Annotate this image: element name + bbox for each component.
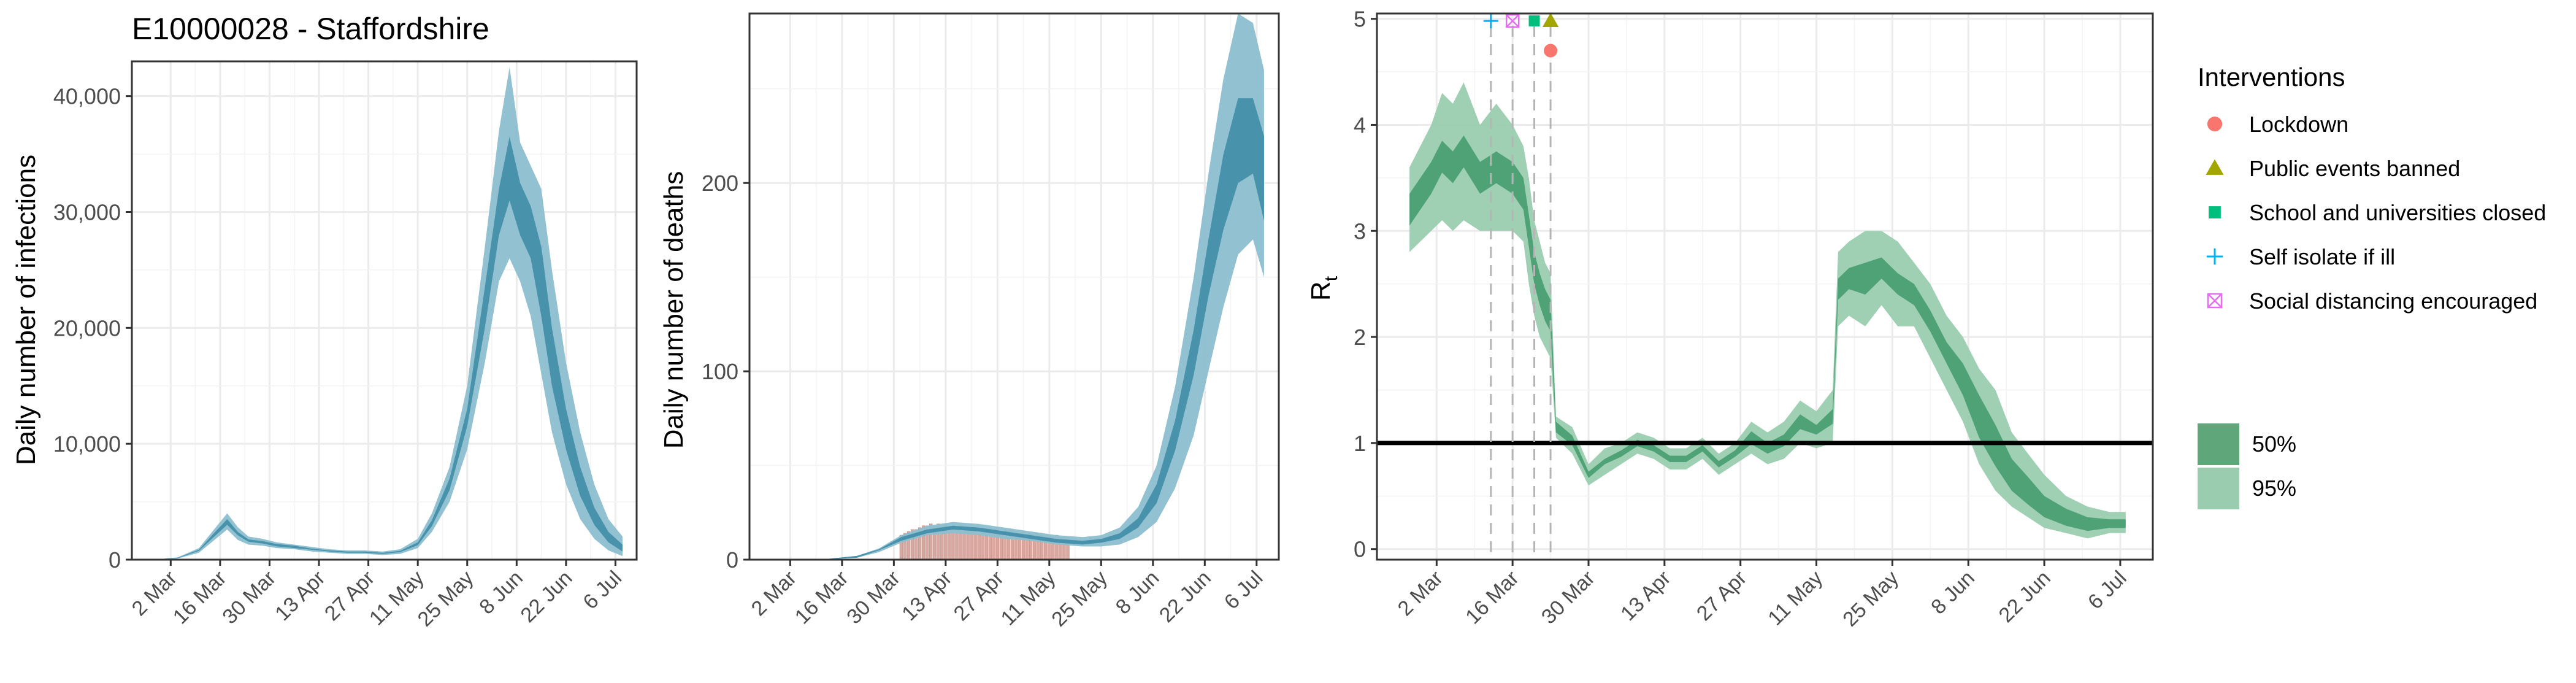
rt-x-tick-label: 30 Mar — [1537, 566, 1600, 629]
legend-marker-boxed-x — [2207, 293, 2223, 309]
legend: Interventions Lockdown Public events bann… — [2198, 63, 2546, 509]
rt-panel: 0 1 2 3 4 5 2 Mar 16 Mar 30 Mar 13 Apr 27 Apr 11 Ma… — [1354, 7, 2154, 631]
infections-x-tick-label: 25 May — [413, 566, 478, 631]
rt-x-tick-label: 16 Mar — [1461, 566, 1524, 629]
infections-x-tick-label: 16 Mar — [169, 566, 231, 629]
infections-y-tick-label: 0 — [109, 547, 121, 573]
infections-x-tick-label: 22 Jun — [516, 566, 577, 627]
rt-x-tick-label: 8 Jun — [1926, 566, 1979, 619]
rt-y-tick-label: 0 — [1354, 537, 1366, 562]
rt-y-tick-label: 5 — [1354, 7, 1366, 32]
rt-panel-border — [1376, 12, 2154, 561]
rt-y-tick-label: 4 — [1354, 112, 1366, 137]
intervention-marker-circle — [1544, 44, 1558, 58]
legend-band-label: 50% — [2252, 431, 2296, 457]
legend-marker-square — [2209, 206, 2221, 218]
rt-x-tick-label: 2 Mar — [1393, 566, 1447, 620]
deaths-x-tick-label: 6 Jul — [1220, 566, 1268, 614]
rt-y-tick-label: 3 — [1354, 218, 1366, 244]
rt-y-tick-label: 1 — [1354, 431, 1366, 456]
rt-x-tick-label: 22 Jun — [1995, 566, 2055, 627]
infections-y-tick-label: 40,000 — [53, 84, 121, 109]
infections-y-tick-label: 10,000 — [53, 431, 121, 457]
deaths-plot-background — [749, 14, 1279, 560]
deaths-x-tick-label: 30 Mar — [842, 566, 905, 629]
intervention-marker-square — [1528, 15, 1540, 27]
infections-x-tick-label: 30 Mar — [218, 566, 280, 629]
rt-y-tick-label: 2 — [1354, 325, 1366, 350]
rt-x-tick-label: 13 Apr — [1616, 566, 1675, 625]
legend-marker-circle — [2207, 116, 2223, 132]
legend-item-label: Public events banned — [2249, 156, 2460, 181]
deaths-x-tick-label: 11 May — [997, 566, 1060, 630]
infections-y-label: Daily number of infections — [11, 155, 41, 465]
intervention-marker-plus — [1483, 14, 1498, 29]
intervention-marker-triangle — [1542, 12, 1559, 27]
rt-band-50 — [1409, 135, 2126, 531]
infections-panel-border — [131, 60, 638, 561]
rt-x-tick-label: 25 May — [1838, 566, 1903, 631]
infections-y-tick-label: 20,000 — [53, 315, 121, 341]
infections-plot-background — [132, 61, 637, 560]
deaths-panel-border — [748, 12, 1280, 561]
figure-title: E10000028 - Staffordshire — [132, 12, 489, 46]
legend-item-label: Lockdown — [2249, 112, 2348, 137]
rt-x-tick-label: 6 Jul — [2083, 566, 2131, 614]
legend-band-swatch — [2198, 423, 2239, 465]
legend-item-label: Self isolate if ill — [2249, 244, 2395, 269]
deaths-y-tick-label: 0 — [726, 547, 738, 573]
legend-title: Interventions — [2198, 63, 2345, 91]
deaths-x-tick-label: 25 May — [1047, 566, 1112, 631]
deaths-y-tick-label: 100 — [702, 359, 738, 384]
legend-marker-plus — [2206, 248, 2223, 265]
deaths-y-tick-label: 200 — [702, 171, 738, 196]
legend-band-label: 95% — [2252, 476, 2296, 501]
legend-item-label: School and universities closed — [2249, 200, 2546, 225]
legend-marker-triangle — [2206, 159, 2224, 175]
intervention-marker-boxed-x — [1505, 14, 1520, 28]
rt-x-tick-label: 27 Apr — [1692, 566, 1751, 625]
observed-death-bar — [903, 533, 907, 560]
legend-band-swatch — [2198, 468, 2239, 509]
deaths-y-label: Daily number of deaths — [659, 171, 689, 449]
deaths-x-tick-label: 13 Apr — [897, 566, 956, 625]
rt-y-label-main: R — [1306, 281, 1336, 301]
legend-item-label: Social distancing encouraged — [2249, 288, 2537, 314]
deaths-x-tick-label: 22 Jun — [1155, 566, 1216, 627]
infections-y-tick-label: 30,000 — [53, 199, 121, 225]
deaths-x-tick-label: 16 Mar — [791, 566, 853, 629]
rt-y-label-subscript: t — [1321, 276, 1341, 281]
infections-x-tick-label: 13 Apr — [270, 566, 329, 625]
rt-x-tick-label: 11 May — [1763, 566, 1827, 630]
rt-y-label: Rt — [1306, 276, 1341, 301]
infections-x-tick-label: 6 Jul — [578, 566, 626, 614]
